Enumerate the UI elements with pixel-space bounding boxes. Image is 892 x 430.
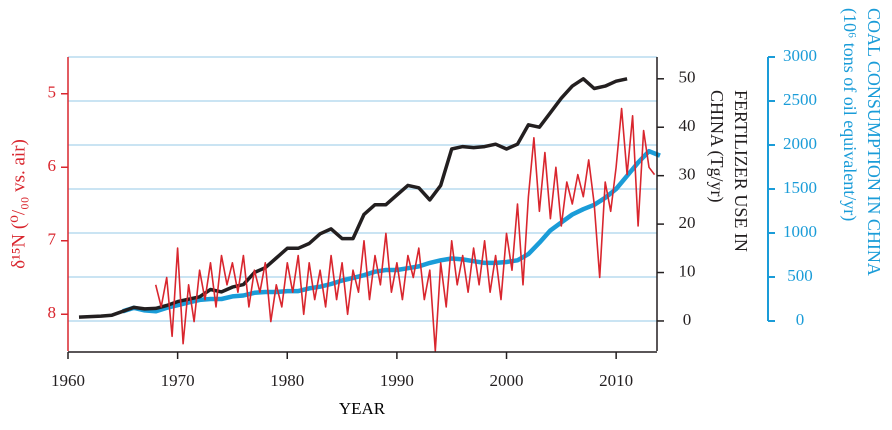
y-tick-label: 7: [48, 230, 57, 249]
y2-tick-label: 0: [683, 310, 692, 329]
y3-tick-label: 2500: [783, 90, 817, 109]
y-axis-label: δ¹⁵N (⁰/₀₀ vs. air): [8, 139, 29, 269]
x-axis-label: YEAR: [339, 399, 386, 418]
y-tick-label: 8: [48, 303, 57, 322]
y3-tick-label: 1500: [783, 178, 817, 197]
data-line: [154, 107, 656, 352]
y2-tick-label: 50: [679, 68, 696, 87]
x-tick-label: 1970: [161, 371, 195, 390]
y2-axis-label: CHINA (Tg/yr): [706, 90, 727, 202]
y3-tick-label: 1000: [783, 222, 817, 241]
y3-tick-label: 0: [796, 310, 805, 329]
y2-tick-label: 20: [679, 213, 696, 232]
x-tick-label: 1960: [51, 371, 85, 390]
y-tick-label: 6: [48, 156, 57, 175]
y-tick-label: 5: [48, 83, 57, 102]
y2-tick-label: 40: [679, 116, 696, 135]
y3-tick-label: 500: [787, 266, 813, 285]
y3-tick-label: 2000: [783, 134, 817, 153]
x-tick-label: 2000: [490, 371, 524, 390]
x-tick-label: 1980: [270, 371, 304, 390]
y2-tick-label: 10: [679, 261, 696, 280]
y3-axis-label: COAL CONSUMPTION IN CHINA: [864, 8, 884, 276]
y2-axis-label: FERTILIZER USE IN: [731, 90, 751, 252]
y3-axis-label: (10⁶ tons of oil equivalent/yr): [839, 8, 860, 221]
y2-tick-label: 30: [679, 165, 696, 184]
x-tick-label: 2010: [599, 371, 633, 390]
data-line: [122, 148, 661, 314]
data-line: [78, 77, 628, 319]
x-tick-label: 1990: [380, 371, 414, 390]
y3-tick-label: 3000: [783, 46, 817, 65]
